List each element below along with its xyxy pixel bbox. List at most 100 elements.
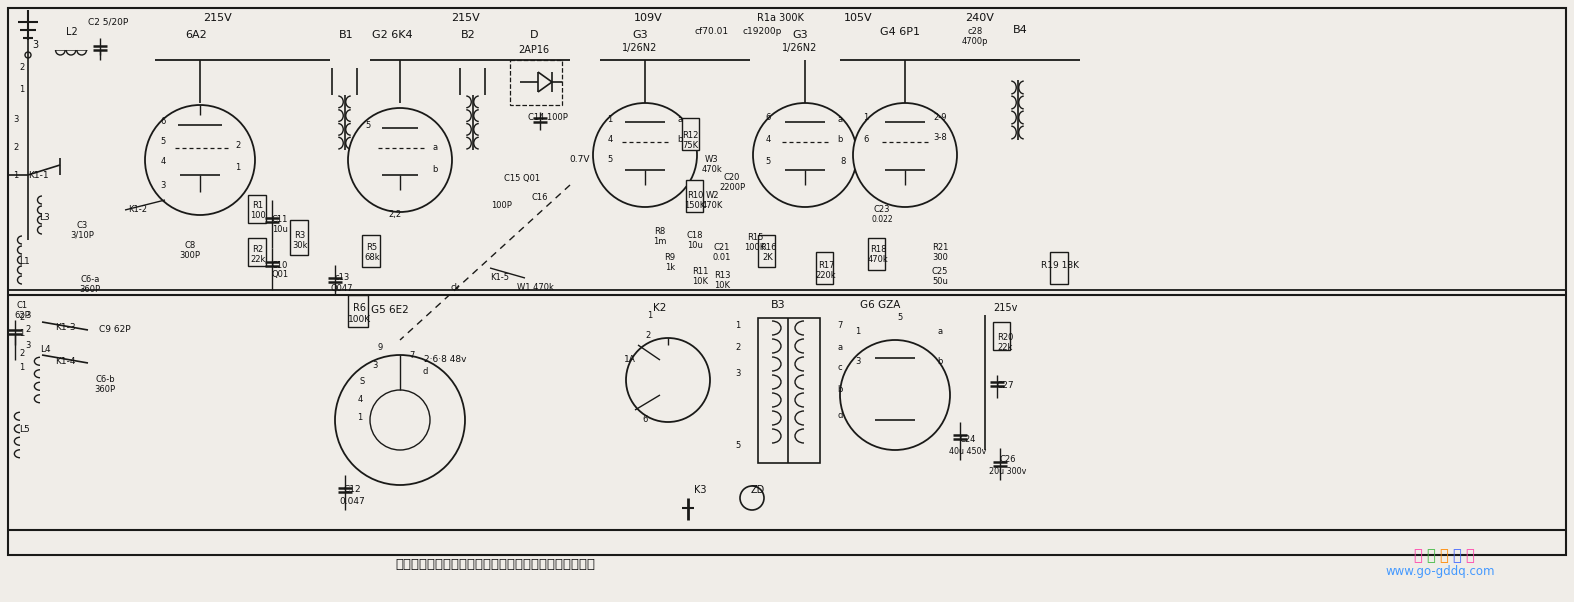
Text: G3: G3 (792, 30, 807, 40)
Text: 62P: 62P (14, 311, 30, 320)
Text: 注：波段开关位于中波。标注的工作电压供检修时参考。: 注：波段开关位于中波。标注的工作电压供检修时参考。 (395, 557, 597, 571)
Text: 3: 3 (735, 370, 741, 379)
Text: 470K: 470K (702, 200, 722, 209)
Text: L2: L2 (66, 27, 77, 37)
Bar (686, 180, 704, 212)
Text: 1: 1 (19, 329, 25, 338)
Text: 22k: 22k (998, 344, 1012, 353)
Text: Q047: Q047 (331, 284, 353, 293)
Text: C27: C27 (996, 380, 1014, 389)
Text: R13: R13 (713, 270, 730, 279)
Text: 150K: 150K (685, 200, 705, 209)
Text: 3: 3 (25, 341, 30, 350)
Text: 20u 300v: 20u 300v (990, 468, 1026, 477)
Text: R11: R11 (693, 267, 708, 276)
Bar (510, 60, 562, 105)
Text: C11: C11 (272, 216, 288, 225)
Text: 10u: 10u (272, 226, 288, 235)
Text: R15: R15 (746, 234, 763, 243)
Bar (759, 318, 820, 463)
Text: 22k: 22k (250, 255, 266, 264)
Text: 10u: 10u (688, 241, 704, 249)
Text: 40u 450v: 40u 450v (949, 447, 987, 456)
Text: R12: R12 (682, 131, 699, 140)
Text: G4 6P1: G4 6P1 (880, 27, 919, 37)
Text: 50u: 50u (932, 278, 948, 287)
Text: c: c (837, 364, 842, 373)
Text: B2: B2 (461, 30, 475, 40)
Text: 0.01: 0.01 (713, 253, 732, 262)
Text: R8: R8 (655, 228, 666, 237)
Text: R20: R20 (996, 334, 1014, 343)
Text: K1-3: K1-3 (55, 323, 76, 332)
Text: R1a 300K: R1a 300K (757, 13, 803, 23)
Text: R9: R9 (664, 253, 675, 262)
Text: Q01: Q01 (271, 270, 288, 279)
Text: 1: 1 (647, 311, 653, 320)
Text: 1k: 1k (664, 264, 675, 273)
Text: C9 62P: C9 62P (99, 326, 131, 335)
Text: 5: 5 (765, 158, 771, 167)
Bar (993, 322, 1011, 350)
Text: a: a (837, 344, 842, 353)
Text: K2: K2 (653, 303, 667, 313)
Text: b: b (837, 385, 842, 394)
Text: C12: C12 (343, 485, 360, 494)
Text: c13: c13 (334, 273, 349, 282)
Text: a: a (677, 116, 683, 125)
Text: 0.022: 0.022 (870, 216, 892, 225)
Text: 10K: 10K (693, 278, 708, 287)
Text: 3: 3 (31, 40, 38, 50)
Text: 1: 1 (19, 364, 25, 373)
Text: S: S (359, 377, 365, 386)
Text: R21: R21 (932, 243, 948, 252)
Text: 100: 100 (250, 211, 266, 220)
Text: 300: 300 (932, 253, 948, 262)
Text: K1-2: K1-2 (129, 205, 148, 214)
Text: 10K: 10K (715, 281, 730, 290)
Circle shape (370, 390, 430, 450)
Text: 5: 5 (735, 441, 741, 450)
Text: 4: 4 (765, 135, 771, 144)
Text: cf70.01: cf70.01 (696, 28, 729, 37)
Text: c28: c28 (968, 28, 982, 37)
Text: 109V: 109V (634, 13, 663, 23)
Text: 3: 3 (25, 311, 30, 320)
Text: 470k: 470k (702, 166, 722, 175)
Text: b: b (837, 135, 842, 144)
Text: 3/10P: 3/10P (71, 231, 94, 240)
Text: R2: R2 (252, 246, 263, 255)
Text: B1: B1 (338, 30, 353, 40)
Circle shape (348, 108, 452, 212)
Text: 3: 3 (161, 181, 165, 190)
Text: 5: 5 (365, 120, 370, 129)
Text: K1-5: K1-5 (491, 273, 510, 282)
Text: G3: G3 (633, 30, 648, 40)
Text: C10: C10 (272, 261, 288, 270)
Text: d: d (837, 411, 842, 420)
Bar (682, 118, 699, 150)
Text: 2: 2 (19, 314, 25, 323)
Bar (249, 238, 266, 266)
Text: 2: 2 (19, 63, 25, 72)
Text: 5: 5 (608, 155, 612, 164)
Text: R5: R5 (367, 243, 378, 252)
Text: 3: 3 (855, 358, 861, 367)
Text: W3: W3 (705, 155, 719, 164)
Text: a: a (433, 143, 438, 152)
Text: 68k: 68k (364, 253, 379, 262)
Text: R17: R17 (818, 261, 834, 270)
Text: 7: 7 (837, 321, 842, 330)
Text: www.go-gddq.com: www.go-gddq.com (1385, 565, 1495, 577)
Text: 5: 5 (161, 137, 165, 146)
Text: C25: C25 (932, 267, 948, 276)
Text: 215V: 215V (203, 13, 233, 23)
Text: 4: 4 (357, 396, 362, 405)
Text: 2-9: 2-9 (933, 114, 946, 122)
Text: 3-8: 3-8 (933, 134, 948, 143)
Text: 100K: 100K (348, 315, 371, 324)
Text: L4: L4 (39, 346, 50, 355)
Text: L5: L5 (19, 426, 30, 435)
Text: 4: 4 (161, 158, 165, 167)
Text: 1: 1 (608, 116, 612, 125)
